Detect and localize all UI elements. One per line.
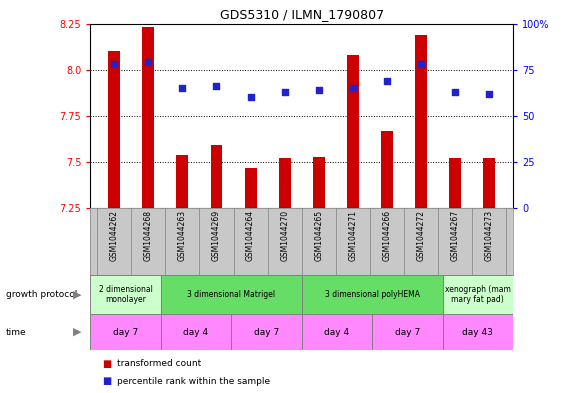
Bar xyxy=(483,158,495,208)
Text: day 4: day 4 xyxy=(184,328,209,336)
Text: GSM1044266: GSM1044266 xyxy=(382,210,391,261)
Text: day 43: day 43 xyxy=(462,328,493,336)
Point xyxy=(348,85,357,91)
Text: GSM1044268: GSM1044268 xyxy=(144,210,153,261)
Bar xyxy=(415,35,427,208)
Bar xyxy=(302,314,372,350)
Point xyxy=(280,89,289,95)
Point xyxy=(382,78,392,84)
Text: transformed count: transformed count xyxy=(117,359,201,368)
Bar xyxy=(90,275,161,314)
Bar xyxy=(161,275,302,314)
Bar xyxy=(442,314,513,350)
Bar xyxy=(90,314,161,350)
Point xyxy=(484,91,494,97)
Text: GSM1044269: GSM1044269 xyxy=(212,210,221,261)
Bar xyxy=(108,51,120,208)
Point xyxy=(143,59,153,66)
Bar xyxy=(381,131,393,208)
Text: percentile rank within the sample: percentile rank within the sample xyxy=(117,377,270,386)
Text: day 4: day 4 xyxy=(324,328,349,336)
Text: xenograph (mam
mary fat pad): xenograph (mam mary fat pad) xyxy=(445,285,511,305)
Text: ■: ■ xyxy=(102,376,111,386)
Bar xyxy=(231,314,302,350)
Text: GSM1044263: GSM1044263 xyxy=(178,210,187,261)
Bar xyxy=(142,27,154,208)
Text: ▶: ▶ xyxy=(73,327,82,337)
Text: GSM1044262: GSM1044262 xyxy=(110,210,119,261)
Bar xyxy=(449,158,461,208)
Point xyxy=(246,94,255,101)
Bar xyxy=(161,314,231,350)
Bar xyxy=(442,275,513,314)
Bar xyxy=(302,275,442,314)
Title: GDS5310 / ILMN_1790807: GDS5310 / ILMN_1790807 xyxy=(220,8,384,21)
Point xyxy=(212,83,221,90)
Text: 2 dimensional
monolayer: 2 dimensional monolayer xyxy=(99,285,153,305)
Text: time: time xyxy=(6,328,26,336)
Text: GSM1044265: GSM1044265 xyxy=(314,210,323,261)
Text: day 7: day 7 xyxy=(113,328,138,336)
Text: GSM1044271: GSM1044271 xyxy=(348,210,357,261)
Text: GSM1044267: GSM1044267 xyxy=(451,210,459,261)
Text: ■: ■ xyxy=(102,358,111,369)
Text: growth protocol: growth protocol xyxy=(6,290,77,299)
Text: GSM1044264: GSM1044264 xyxy=(246,210,255,261)
Text: day 7: day 7 xyxy=(395,328,420,336)
Point xyxy=(178,85,187,91)
Point xyxy=(110,61,119,67)
Bar xyxy=(177,155,188,208)
Text: GSM1044272: GSM1044272 xyxy=(416,210,426,261)
Point xyxy=(314,87,324,93)
Text: 3 dimensional polyHEMA: 3 dimensional polyHEMA xyxy=(325,290,420,299)
Text: day 7: day 7 xyxy=(254,328,279,336)
Bar xyxy=(279,158,290,208)
Point xyxy=(416,61,426,67)
Text: 3 dimensional Matrigel: 3 dimensional Matrigel xyxy=(187,290,275,299)
Bar xyxy=(347,55,359,208)
Bar xyxy=(372,314,442,350)
Text: ▶: ▶ xyxy=(73,290,82,300)
Point xyxy=(451,89,460,95)
Bar xyxy=(210,145,223,208)
Text: GSM1044273: GSM1044273 xyxy=(484,210,494,261)
Bar xyxy=(245,168,257,208)
Text: GSM1044270: GSM1044270 xyxy=(280,210,289,261)
Bar xyxy=(313,156,325,208)
